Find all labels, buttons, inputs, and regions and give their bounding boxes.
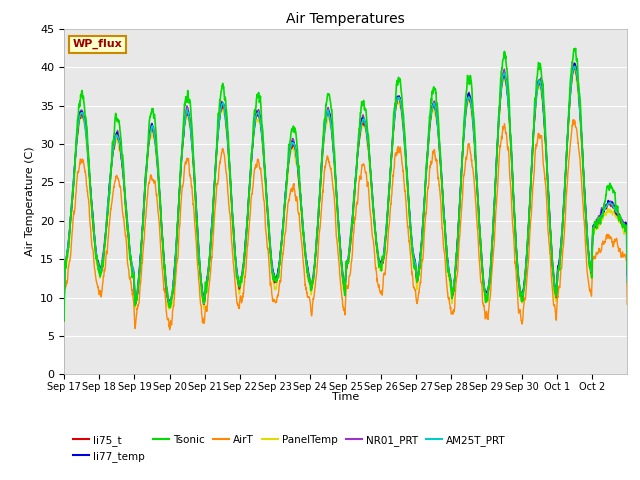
Y-axis label: Air Temperature (C): Air Temperature (C) — [24, 147, 35, 256]
X-axis label: Time: Time — [332, 392, 359, 402]
Text: WP_flux: WP_flux — [72, 39, 122, 49]
Title: Air Temperatures: Air Temperatures — [286, 12, 405, 26]
Legend: li75_t, li77_temp, Tsonic, AirT, PanelTemp, NR01_PRT, AM25T_PRT: li75_t, li77_temp, Tsonic, AirT, PanelTe… — [69, 431, 509, 466]
